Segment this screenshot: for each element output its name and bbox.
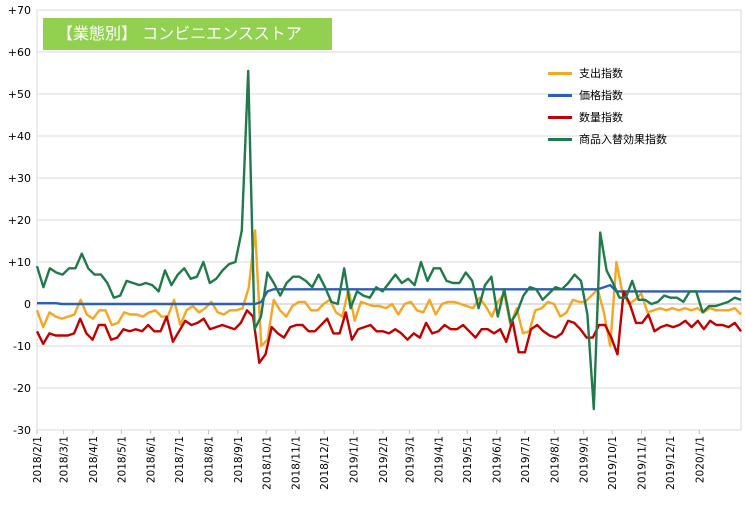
x-tick-label: 2018/9/1 bbox=[233, 436, 245, 483]
x-tick-label: 2019/8/1 bbox=[549, 436, 561, 483]
x-tick-label: 2019/10/1 bbox=[607, 436, 619, 490]
x-tick-label: 2018/8/1 bbox=[203, 436, 215, 483]
y-tick-label: -20 bbox=[13, 382, 31, 395]
x-tick-label: 2018/4/1 bbox=[88, 436, 100, 483]
x-tick-label: 2019/1/1 bbox=[348, 436, 360, 483]
legend-swatch-quantity bbox=[548, 115, 572, 119]
y-tick-label: -10 bbox=[13, 340, 31, 353]
x-tick-label: 2019/4/1 bbox=[434, 436, 446, 483]
y-tick-label: +60 bbox=[8, 46, 31, 59]
chart-title: 【業態別】 コンビニエンスストア bbox=[43, 18, 332, 50]
x-tick-label: 2018/2/1 bbox=[32, 436, 44, 483]
series-lines bbox=[35, 69, 742, 411]
y-tick-label: +20 bbox=[8, 214, 31, 227]
x-tick-label: 2019/11/1 bbox=[637, 436, 649, 490]
legend-item-replacement: 商品入替効果指数 bbox=[548, 128, 667, 150]
legend-item-quantity: 数量指数 bbox=[548, 106, 667, 128]
x-tick-label: 2018/6/1 bbox=[146, 436, 158, 483]
legend-label-price: 価格指数 bbox=[579, 89, 623, 102]
series-line-3 bbox=[35, 69, 742, 411]
y-tick-label: -30 bbox=[13, 424, 31, 437]
y-tick-label: +50 bbox=[8, 88, 31, 101]
y-tick-label: +70 bbox=[8, 4, 31, 17]
legend-item-spending: 支出指数 bbox=[548, 62, 667, 84]
x-tick-label: 2018/3/1 bbox=[59, 436, 71, 483]
x-axis-ticks: 2018/2/1 2018/3/1 2018/4/1 2018/5/1 2018/6/1… bbox=[32, 430, 706, 490]
x-tick-label: 2019/5/1 bbox=[462, 436, 474, 483]
legend-swatch-replacement bbox=[548, 137, 572, 141]
x-tick-label: 2019/9/1 bbox=[579, 436, 591, 483]
x-tick-label: 2019/6/1 bbox=[492, 436, 504, 483]
y-tick-label: +40 bbox=[8, 130, 31, 143]
x-tick-label: 2018/12/1 bbox=[319, 436, 331, 490]
grid bbox=[37, 9, 741, 431]
y-tick-label: +30 bbox=[8, 172, 31, 185]
x-tick-label: 2019/2/1 bbox=[378, 436, 390, 483]
legend-label-quantity: 数量指数 bbox=[579, 111, 623, 124]
legend: 支出指数 価格指数 数量指数 商品入替効果指数 bbox=[548, 62, 667, 150]
x-tick-label: 2019/3/1 bbox=[404, 436, 416, 483]
x-tick-label: 2018/10/1 bbox=[261, 436, 273, 490]
legend-label-spending: 支出指数 bbox=[579, 67, 623, 80]
legend-item-price: 価格指数 bbox=[548, 84, 667, 106]
legend-swatch-spending bbox=[548, 71, 572, 75]
x-tick-label: 2019/12/1 bbox=[665, 436, 677, 490]
x-tick-label: 2019/7/1 bbox=[520, 436, 532, 483]
y-tick-label: 0 bbox=[24, 298, 31, 311]
legend-swatch-price bbox=[548, 93, 572, 97]
x-tick-label: 2018/5/1 bbox=[116, 436, 128, 483]
x-tick-label: 2020/1/1 bbox=[694, 436, 706, 483]
legend-label-replacement: 商品入替効果指数 bbox=[579, 133, 667, 146]
series-line-2 bbox=[35, 290, 742, 364]
x-tick-label: 2018/7/1 bbox=[174, 436, 186, 483]
y-tick-label: +10 bbox=[8, 256, 31, 269]
y-axis-ticks: +70 +60 +50 +40 +30 +20 +10 0 -10 -20 -30 bbox=[8, 4, 31, 437]
x-tick-label: 2018/11/1 bbox=[291, 436, 303, 490]
